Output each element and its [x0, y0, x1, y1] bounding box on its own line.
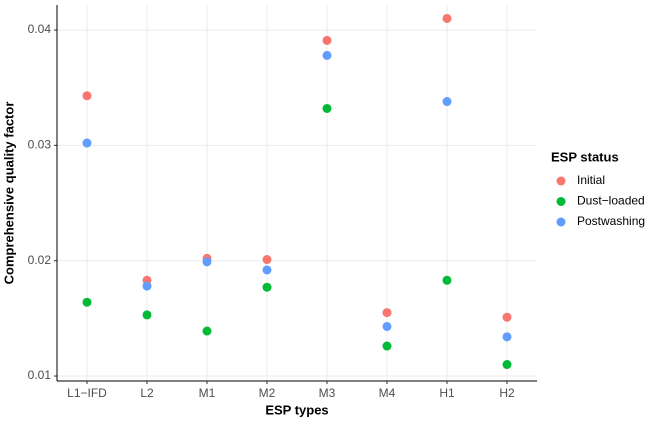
x-tick-label: M2 [259, 386, 276, 400]
x-tick-label: L1−IFD [67, 386, 107, 400]
point [502, 312, 512, 322]
point [262, 255, 272, 265]
point [262, 265, 272, 275]
legend-marker [556, 217, 566, 227]
legend-marker [556, 176, 566, 186]
point [502, 360, 512, 370]
point [82, 138, 92, 148]
point [82, 91, 92, 101]
x-tick-label: M4 [379, 386, 396, 400]
legend-label: Initial [577, 173, 605, 187]
point [442, 97, 452, 107]
point [322, 50, 332, 60]
y-tick-label: 0.01 [28, 368, 52, 382]
point [382, 341, 392, 351]
point [502, 332, 512, 342]
y-tick-label: 0.02 [28, 253, 52, 267]
y-tick-label: 0.04 [28, 22, 52, 36]
point [142, 281, 152, 291]
point [382, 321, 392, 331]
point [82, 297, 92, 307]
point [142, 310, 152, 320]
legend-label: Postwashing [577, 214, 645, 228]
x-tick-label: M1 [199, 386, 216, 400]
x-tick-label: L2 [140, 386, 154, 400]
y-tick-label: 0.03 [28, 138, 52, 152]
point [442, 275, 452, 285]
x-tick-label: M3 [319, 386, 336, 400]
point [202, 326, 212, 336]
point [322, 103, 332, 113]
point [262, 282, 272, 292]
legend-title: ESP status [551, 149, 619, 164]
legend-marker [556, 197, 566, 206]
x-tick-label: H1 [439, 386, 455, 400]
legend-label: Dust−loaded [577, 194, 645, 208]
x-axis-title: ESP types [265, 402, 328, 417]
y-axis-title: Comprehensive quality factor [1, 102, 16, 285]
point [322, 35, 332, 45]
point [442, 13, 452, 23]
x-tick-label: H2 [499, 386, 515, 400]
point [202, 257, 212, 267]
point [382, 308, 392, 318]
